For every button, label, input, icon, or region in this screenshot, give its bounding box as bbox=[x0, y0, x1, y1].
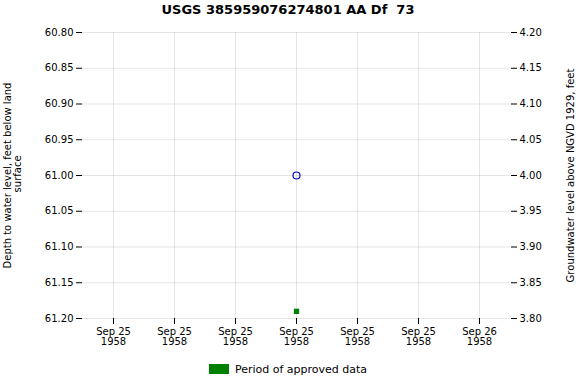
svg-text:4.20: 4.20 bbox=[520, 27, 542, 38]
svg-text:61.15: 61.15 bbox=[45, 277, 74, 288]
svg-text:60.85: 60.85 bbox=[45, 62, 74, 73]
svg-text:Sep 251958: Sep 251958 bbox=[96, 326, 131, 347]
svg-text:61.20: 61.20 bbox=[45, 313, 74, 324]
svg-text:60.95: 60.95 bbox=[45, 134, 74, 145]
svg-text:4.00: 4.00 bbox=[520, 170, 542, 181]
svg-text:3.85: 3.85 bbox=[520, 277, 542, 288]
svg-text:4.10: 4.10 bbox=[520, 98, 542, 109]
svg-text:61.05: 61.05 bbox=[45, 205, 74, 216]
svg-text:Sep 251958: Sep 251958 bbox=[157, 326, 192, 347]
svg-text:Sep 251958: Sep 251958 bbox=[279, 326, 314, 347]
svg-text:60.90: 60.90 bbox=[45, 98, 74, 109]
svg-text:Sep 251958: Sep 251958 bbox=[218, 326, 253, 347]
svg-text:3.95: 3.95 bbox=[520, 205, 542, 216]
svg-text:61.10: 61.10 bbox=[45, 241, 74, 252]
svg-text:3.90: 3.90 bbox=[520, 241, 542, 252]
svg-text:3.80: 3.80 bbox=[520, 313, 542, 324]
svg-text:61.00: 61.00 bbox=[45, 170, 74, 181]
svg-text:Sep 261958: Sep 261958 bbox=[462, 326, 497, 347]
svg-text:60.80: 60.80 bbox=[45, 27, 74, 38]
svg-text:4.05: 4.05 bbox=[520, 134, 542, 145]
html-text:Period of approved data: Period of approved data bbox=[234, 362, 368, 376]
svg-text:Sep 251958: Sep 251958 bbox=[340, 326, 375, 347]
svg-text:Groundwater level above NGVD 1: Groundwater level above NGVD 1929, feet bbox=[565, 69, 576, 283]
svg-text:4.15: 4.15 bbox=[520, 62, 542, 73]
html-text:USGS 385959076274801 AA Df 73: USGS 385959076274801 AA Df 73 bbox=[161, 2, 415, 17]
svg-text:Sep 251958: Sep 251958 bbox=[401, 326, 436, 347]
svg-text:Depth to water level, feet bel: Depth to water level, feet below land su… bbox=[2, 83, 23, 269]
